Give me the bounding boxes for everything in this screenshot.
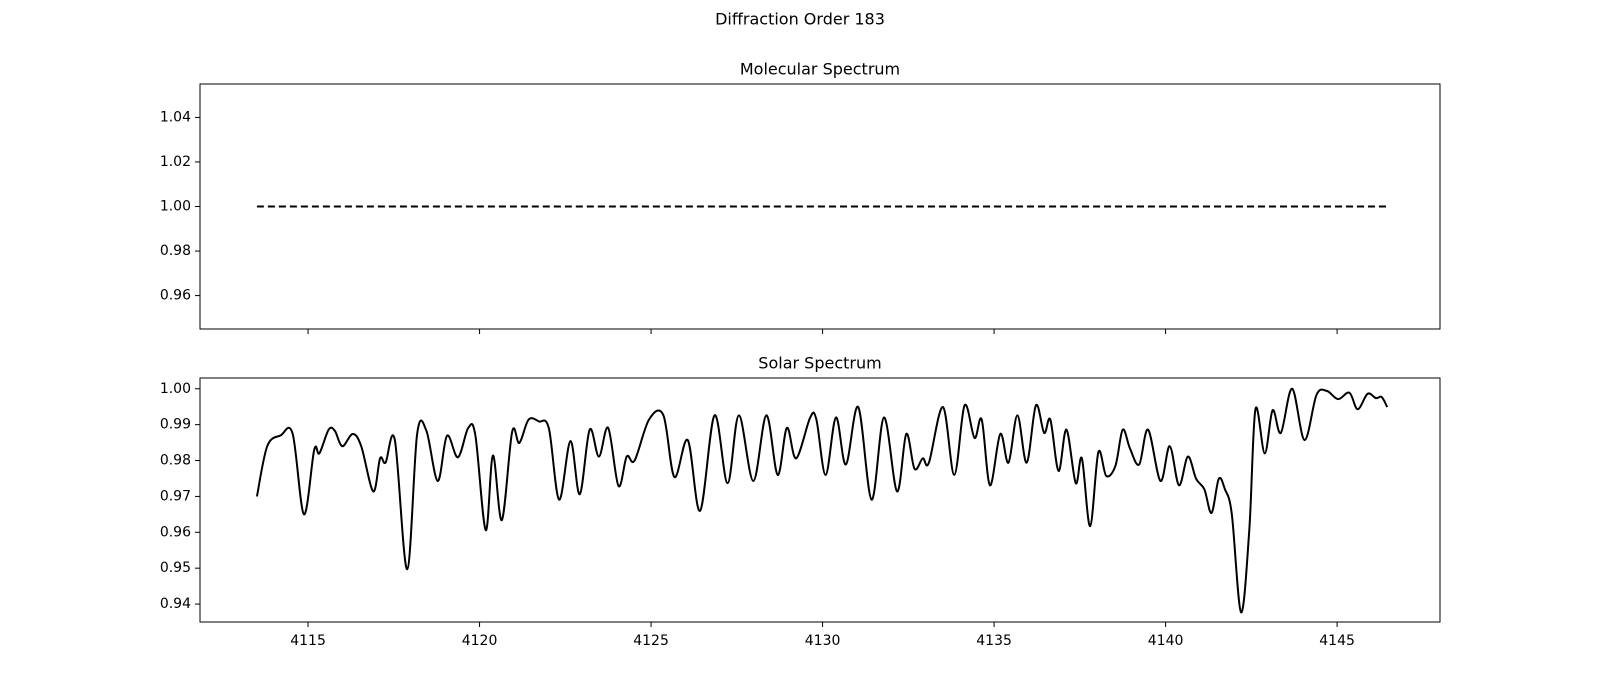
spectrum-line [255, 387, 1389, 614]
y-tick-label: 1.00 [160, 381, 191, 397]
x-tick-label: 4145 [1319, 633, 1355, 649]
y-tick-label: 0.96 [160, 288, 191, 304]
y-tick-label: 0.98 [160, 453, 191, 469]
y-tick-label: 0.99 [160, 417, 191, 433]
y-tick-label: 0.96 [160, 524, 191, 540]
x-tick-label: 4115 [290, 633, 326, 649]
y-tick-label: 0.94 [160, 596, 191, 612]
axes-frame [199, 377, 1441, 623]
x-tick-label: 4135 [976, 633, 1012, 649]
subplot-title: Solar Spectrum [758, 354, 881, 373]
y-tick-label: 0.95 [160, 560, 191, 576]
x-tick-label: 4125 [633, 633, 669, 649]
y-tick-label: 0.98 [160, 243, 191, 259]
y-tick-label: 1.02 [160, 154, 191, 170]
y-tick-label: 0.97 [160, 488, 191, 504]
x-tick-label: 4130 [805, 633, 841, 649]
subplot-title: Molecular Spectrum [740, 60, 900, 79]
y-tick-label: 1.00 [160, 199, 191, 215]
axes-frame [199, 83, 1441, 330]
x-tick-label: 4140 [1148, 633, 1184, 649]
figure-title: Diffraction Order 183 [715, 10, 885, 29]
y-tick-label: 1.04 [160, 109, 191, 125]
x-tick-label: 4120 [462, 633, 498, 649]
